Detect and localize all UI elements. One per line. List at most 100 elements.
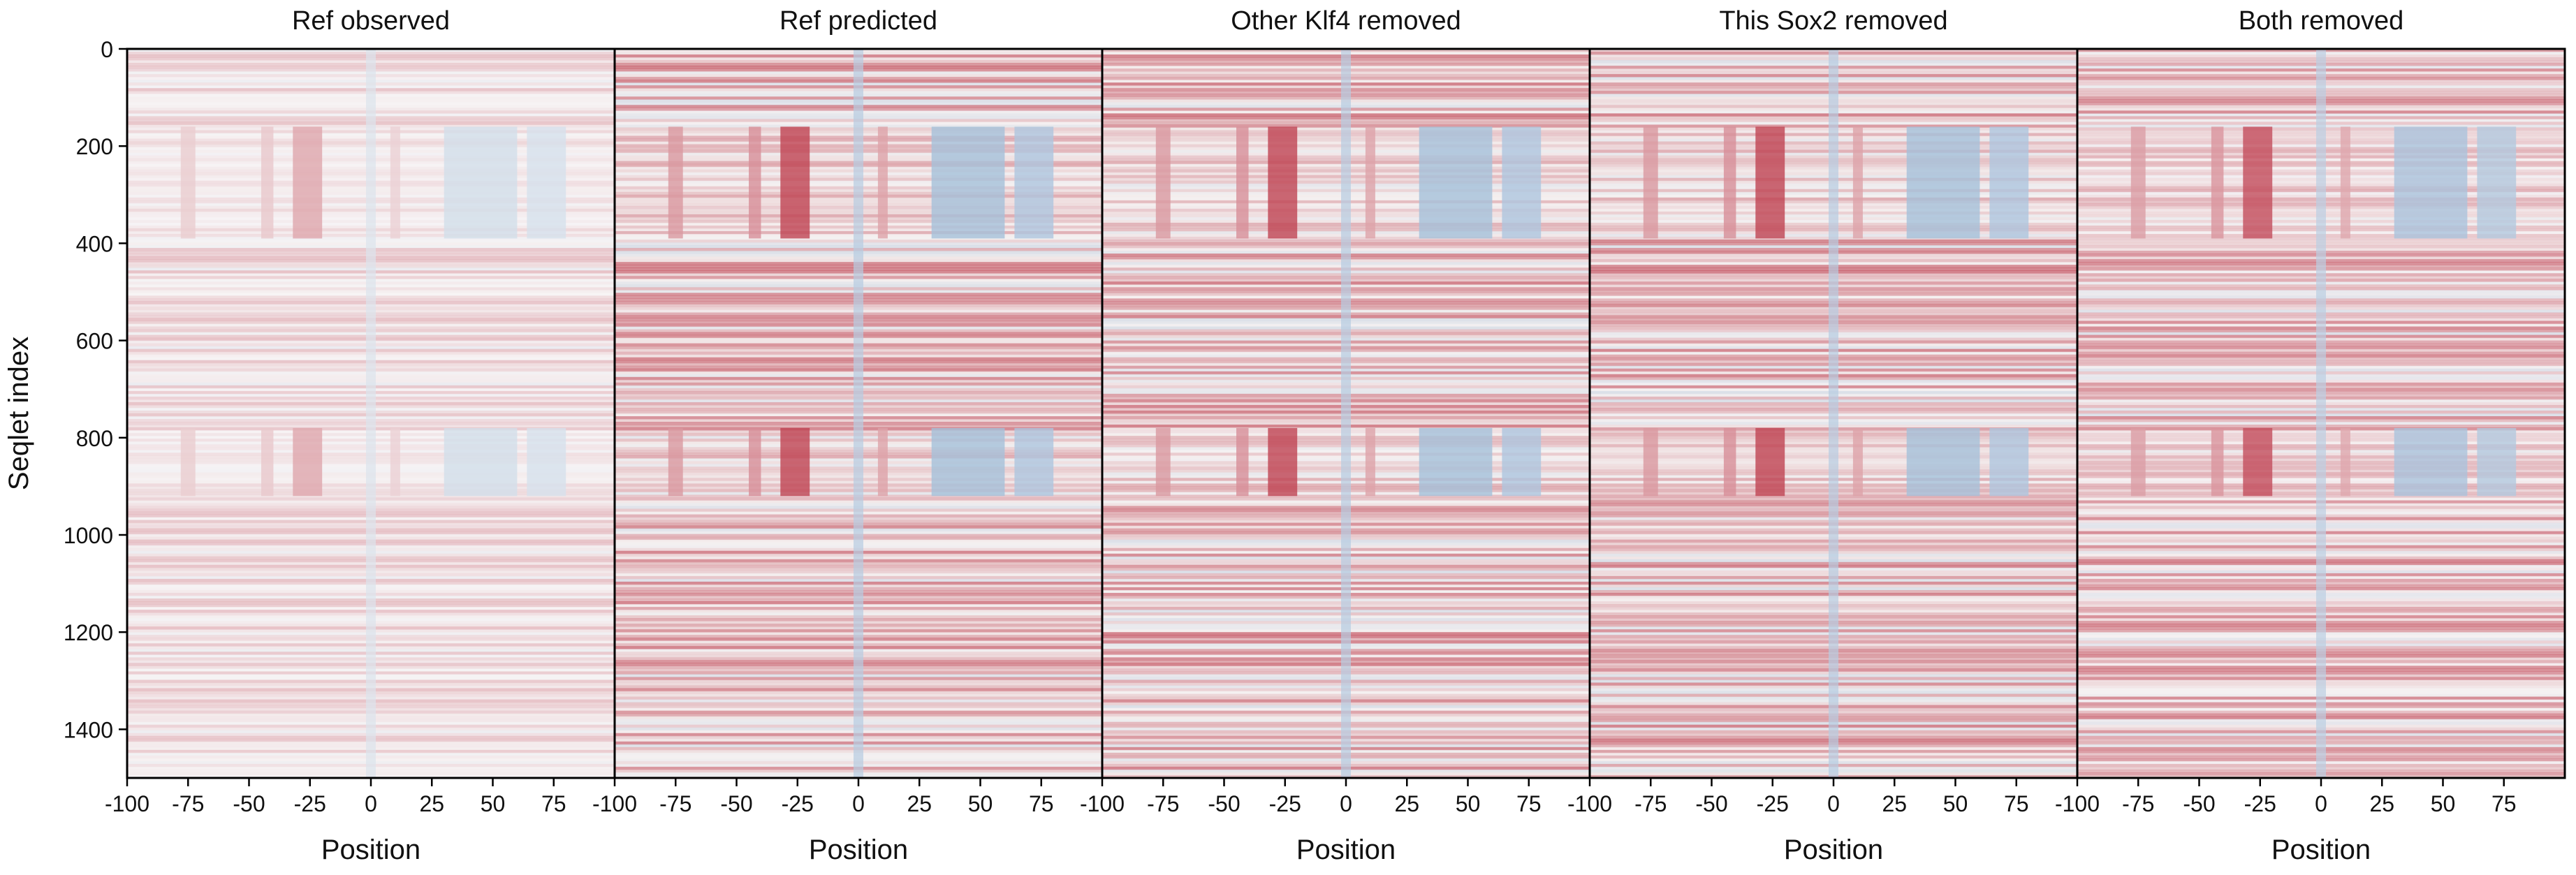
motif-band xyxy=(780,427,810,497)
center-column xyxy=(366,49,376,778)
motif-band xyxy=(877,427,888,497)
motif-band xyxy=(2211,427,2224,497)
motif-band xyxy=(2130,126,2146,239)
y-tick-label: 0 xyxy=(101,37,113,62)
x-tick-label: 50 xyxy=(481,791,506,816)
heatmap-image xyxy=(1590,49,2077,779)
x-tick-label: 0 xyxy=(852,791,865,816)
y-tick-label: 600 xyxy=(76,329,113,354)
motif-band xyxy=(2340,126,2350,239)
panel-title: Both removed xyxy=(2239,6,2404,36)
panel-this-sox2-removed: This Sox2 removed -100 -75 -50 -25 0 25 50 75 P… xyxy=(1567,6,2079,865)
motif-band xyxy=(2130,427,2146,497)
motif-band xyxy=(444,427,518,497)
motif-band xyxy=(261,126,274,239)
x-tick-label: 75 xyxy=(1029,791,1054,816)
panel-other-klf4-removed: Other Klf4 removed -100 -75 -50 -25 0 25 50 75 … xyxy=(1080,6,1591,865)
x-tick-label: -25 xyxy=(782,791,814,816)
motif-band xyxy=(1268,126,1298,239)
motif-band xyxy=(390,126,400,239)
motif-band xyxy=(293,126,323,239)
x-tick-label: -50 xyxy=(720,791,752,816)
center-column xyxy=(2316,49,2326,778)
panel-title: Ref predicted xyxy=(780,6,937,36)
motif-band xyxy=(931,126,1005,239)
x-tick-label: 0 xyxy=(2315,791,2327,816)
motif-band xyxy=(2243,126,2273,239)
x-tick-label: 0 xyxy=(365,791,377,816)
motif-band xyxy=(1236,427,1249,497)
x-axis: -100 -75 -50 -25 0 25 50 75 xyxy=(2055,778,2517,816)
motif-band xyxy=(1906,427,1980,497)
x-tick-label: 25 xyxy=(419,791,444,816)
x-tick-label: -50 xyxy=(1208,791,1240,816)
motif-band xyxy=(1236,126,1249,239)
center-column xyxy=(1341,49,1351,778)
motif-band xyxy=(2394,427,2468,497)
x-tick-label: 75 xyxy=(541,791,566,816)
motif-band xyxy=(1014,126,1054,239)
x-tick-label: -50 xyxy=(233,791,265,816)
motif-band xyxy=(1643,126,1658,239)
y-tick-label: 800 xyxy=(76,426,113,451)
x-axis-label: Position xyxy=(1784,834,1883,865)
panel-both-removed: Both removed -100 -75 -50 -25 0 25 50 75 Positi… xyxy=(2055,6,2566,865)
x-tick-label: -50 xyxy=(2183,791,2215,816)
y-tick-label: 1000 xyxy=(64,523,113,548)
motif-band xyxy=(1852,126,1863,239)
motif-band xyxy=(1906,126,1980,239)
x-tick-label: -25 xyxy=(1757,791,1789,816)
center-column xyxy=(1829,49,1838,778)
y-axis: 0 200 400 600 800 1000 1200 1400 xyxy=(64,37,127,742)
x-tick-label: 25 xyxy=(1394,791,1419,816)
panel-title: Ref observed xyxy=(292,6,450,36)
panel-title: This Sox2 removed xyxy=(1719,6,1947,36)
motif-band xyxy=(390,427,400,497)
x-tick-label: -50 xyxy=(1695,791,1727,816)
heatmap-image xyxy=(1102,49,1590,779)
x-tick-label: -25 xyxy=(2244,791,2276,816)
motif-band xyxy=(444,126,518,239)
panel-ref-observed: Ref observed -100 -75 -50 -25 0 25 50 75 0 200 40… xyxy=(3,6,616,865)
motif-band xyxy=(1643,427,1658,497)
x-tick-label: -25 xyxy=(1269,791,1301,816)
motif-band xyxy=(1155,427,1171,497)
motif-band xyxy=(2477,427,2517,497)
x-tick-label: -100 xyxy=(1567,791,1612,816)
x-tick-label: -100 xyxy=(2055,791,2100,816)
motif-band xyxy=(1989,427,2029,497)
motif-band xyxy=(1723,126,1736,239)
x-tick-label: -75 xyxy=(1147,791,1179,816)
x-axis: -100 -75 -50 -25 0 25 50 75 xyxy=(1080,778,1542,816)
x-axis-label: Position xyxy=(809,834,908,865)
motif-band xyxy=(931,427,1005,497)
motif-band xyxy=(1989,126,2029,239)
heatmap-image xyxy=(127,49,615,779)
motif-band xyxy=(1852,427,1863,497)
x-tick-label: 25 xyxy=(1882,791,1907,816)
y-tick-label: 1400 xyxy=(64,717,113,742)
motif-band xyxy=(1723,427,1736,497)
motif-band xyxy=(1365,427,1375,497)
panel-ref-predicted: Ref predicted -100 -75 -50 -25 0 25 50 75 Posit… xyxy=(592,6,1104,865)
motif-band xyxy=(1755,126,1785,239)
motif-band xyxy=(2477,126,2517,239)
motif-band xyxy=(1502,427,1542,497)
x-tick-label: 0 xyxy=(1827,791,1840,816)
x-tick-label: -100 xyxy=(592,791,637,816)
x-tick-label: 50 xyxy=(1943,791,1968,816)
x-tick-label: 75 xyxy=(1516,791,1542,816)
motif-band xyxy=(1419,126,1493,239)
x-tick-label: -75 xyxy=(172,791,204,816)
motif-band xyxy=(180,427,196,497)
motif-band xyxy=(1365,126,1375,239)
motif-band xyxy=(2211,126,2224,239)
motif-band xyxy=(749,427,761,497)
panel-title: Other Klf4 removed xyxy=(1231,6,1461,36)
x-tick-label: 50 xyxy=(1456,791,1481,816)
motif-band xyxy=(2243,427,2273,497)
center-column xyxy=(854,49,863,778)
x-tick-label: 25 xyxy=(907,791,932,816)
motif-band xyxy=(180,126,196,239)
